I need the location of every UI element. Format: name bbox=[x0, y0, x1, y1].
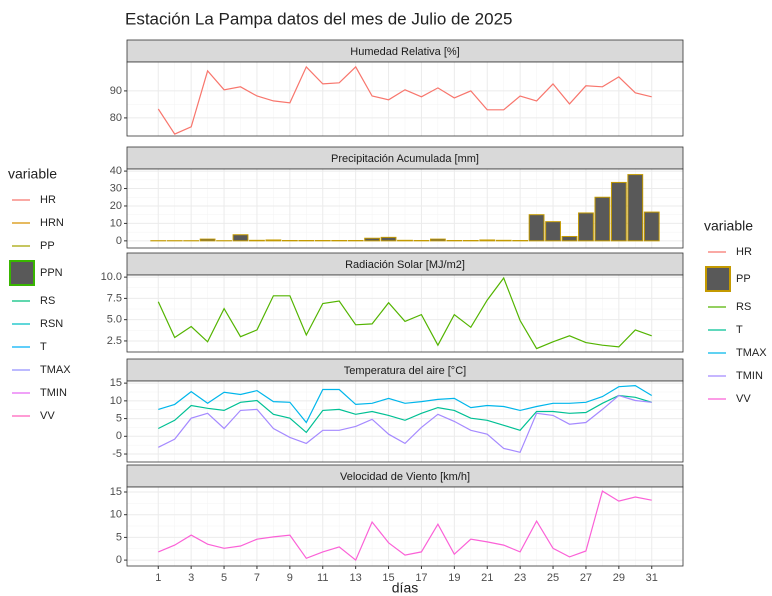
y-tick-label: 5 bbox=[116, 412, 122, 424]
x-tick-label: 27 bbox=[580, 572, 592, 584]
y-tick-label: 10 bbox=[110, 395, 122, 407]
panel-title: Velocidad de Viento [km/h] bbox=[340, 471, 470, 483]
bar bbox=[561, 235, 578, 242]
legend-title: variable bbox=[8, 166, 57, 182]
panel-title: Precipitación Acumulada [mm] bbox=[331, 153, 479, 165]
legend-label: T bbox=[40, 341, 47, 353]
bar bbox=[578, 212, 594, 242]
legend-label: T bbox=[736, 324, 743, 336]
panel-title: Radiación Solar [MJ/m2] bbox=[345, 259, 465, 271]
legend-label: PP bbox=[40, 240, 55, 252]
panel-title: Temperatura del aire [°C] bbox=[344, 365, 466, 377]
legend-label: RS bbox=[736, 301, 751, 313]
x-tick-label: 17 bbox=[415, 572, 427, 584]
x-tick-label: 7 bbox=[254, 572, 260, 584]
y-tick-label: 30 bbox=[110, 182, 122, 194]
x-tick-label: 3 bbox=[188, 572, 194, 584]
bar bbox=[627, 174, 644, 242]
y-tick-label: 10 bbox=[110, 217, 122, 229]
legend-key bbox=[705, 266, 731, 292]
x-tick-label: 29 bbox=[613, 572, 625, 584]
x-tick-label: 25 bbox=[547, 572, 559, 584]
legend-label: TMAX bbox=[736, 347, 767, 359]
bar bbox=[429, 238, 446, 242]
bar bbox=[380, 236, 397, 242]
line bbox=[158, 394, 652, 454]
bar bbox=[594, 196, 611, 242]
line bbox=[157, 276, 652, 350]
bar bbox=[265, 239, 282, 242]
bar bbox=[495, 239, 512, 242]
x-tick-label: 13 bbox=[350, 572, 362, 584]
y-tick-label: 5.0 bbox=[107, 314, 122, 326]
chart-title: Estación La Pampa datos del mes de Julio… bbox=[125, 9, 512, 28]
bar bbox=[545, 221, 561, 242]
legend-title: variable bbox=[704, 218, 753, 234]
x-axis-label: días bbox=[392, 580, 418, 596]
x-tick-label: 21 bbox=[481, 572, 493, 584]
y-tick-label: 5 bbox=[116, 531, 122, 543]
panel-border bbox=[126, 274, 684, 353]
bar bbox=[232, 234, 249, 242]
x-tick-label: 19 bbox=[448, 572, 460, 584]
legend-label: TMIN bbox=[40, 387, 67, 399]
line bbox=[158, 384, 653, 424]
x-tick-label: 23 bbox=[514, 572, 526, 584]
legend-label: RS bbox=[40, 295, 55, 307]
panel-border bbox=[126, 380, 684, 463]
bar bbox=[643, 211, 660, 242]
x-tick-label: 31 bbox=[646, 572, 658, 584]
line bbox=[157, 65, 652, 135]
y-tick-label: 20 bbox=[110, 200, 122, 212]
x-tick-label: 11 bbox=[317, 572, 328, 584]
y-tick-label: 10.0 bbox=[101, 271, 122, 283]
legend-label: TMIN bbox=[736, 370, 763, 382]
bar bbox=[199, 238, 216, 242]
x-tick-label: 15 bbox=[382, 572, 394, 584]
panel-border bbox=[126, 168, 684, 249]
legend-label: VV bbox=[40, 410, 55, 422]
legend-label: PP bbox=[736, 273, 751, 285]
bar bbox=[479, 239, 496, 242]
y-tick-label: 80 bbox=[110, 112, 122, 124]
bar bbox=[397, 239, 413, 242]
bar bbox=[610, 181, 627, 242]
bar bbox=[364, 237, 381, 242]
legend-label: VV bbox=[736, 393, 751, 405]
x-tick-label: 9 bbox=[287, 572, 293, 584]
y-tick-label: 40 bbox=[110, 165, 122, 177]
legend-label: TMAX bbox=[40, 364, 71, 376]
y-tick-label: 0 bbox=[116, 235, 122, 247]
bar bbox=[249, 239, 265, 242]
legend-label: HRN bbox=[40, 217, 64, 229]
y-tick-label: 0 bbox=[116, 430, 122, 442]
y-tick-label: 10 bbox=[110, 509, 122, 521]
y-tick-label: 90 bbox=[110, 85, 122, 97]
panel-title: Humedad Relativa [%] bbox=[350, 46, 459, 58]
y-tick-label: 15 bbox=[110, 377, 122, 389]
y-tick-label: 2.5 bbox=[107, 335, 122, 347]
line bbox=[158, 490, 652, 562]
x-tick-label: 1 bbox=[155, 572, 161, 584]
legend-label: PPN bbox=[40, 267, 63, 279]
legend-label: RSN bbox=[40, 318, 63, 330]
y-tick-label: 0 bbox=[116, 554, 122, 566]
legend-label: HR bbox=[736, 246, 752, 258]
y-tick-label: -5 bbox=[112, 448, 122, 460]
line bbox=[158, 394, 652, 434]
panel-border bbox=[126, 61, 684, 137]
y-tick-label: 15 bbox=[110, 486, 122, 498]
panel-border bbox=[126, 486, 684, 567]
legend-label: HR bbox=[40, 194, 56, 206]
bar bbox=[528, 214, 545, 242]
y-tick-label: 7.5 bbox=[107, 292, 122, 304]
legend-key bbox=[9, 260, 35, 286]
x-tick-label: 5 bbox=[221, 572, 227, 584]
